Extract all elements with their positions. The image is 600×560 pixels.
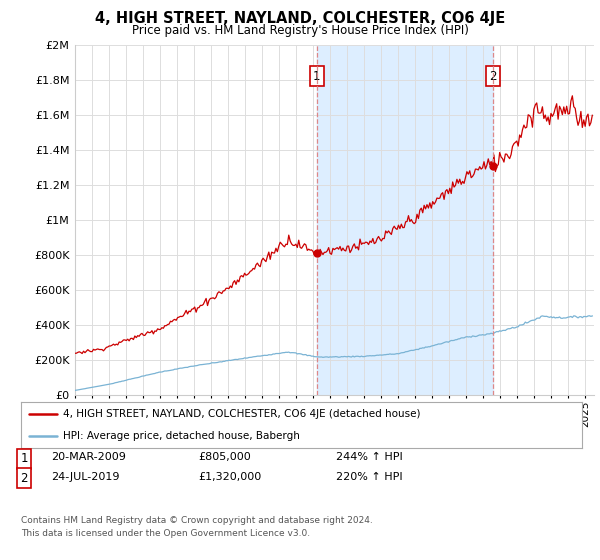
Text: 2: 2 [489,70,497,83]
Text: Price paid vs. HM Land Registry's House Price Index (HPI): Price paid vs. HM Land Registry's House … [131,24,469,36]
Text: £1,320,000: £1,320,000 [198,472,261,482]
Text: 4, HIGH STREET, NAYLAND, COLCHESTER, CO6 4JE: 4, HIGH STREET, NAYLAND, COLCHESTER, CO6… [95,11,505,26]
Text: 244% ↑ HPI: 244% ↑ HPI [336,452,403,463]
Text: 4, HIGH STREET, NAYLAND, COLCHESTER, CO6 4JE (detached house): 4, HIGH STREET, NAYLAND, COLCHESTER, CO6… [63,409,421,419]
Text: 1: 1 [20,452,28,465]
Text: 20-MAR-2009: 20-MAR-2009 [51,452,126,463]
Text: £805,000: £805,000 [198,452,251,463]
Text: 1: 1 [313,70,320,83]
Text: 24-JUL-2019: 24-JUL-2019 [51,472,119,482]
Bar [317,45,493,395]
Text: HPI: Average price, detached house, Babergh: HPI: Average price, detached house, Babe… [63,431,300,441]
Text: 2: 2 [20,472,28,484]
Text: Contains HM Land Registry data © Crown copyright and database right 2024.
This d: Contains HM Land Registry data © Crown c… [21,516,373,538]
Text: 220% ↑ HPI: 220% ↑ HPI [336,472,403,482]
